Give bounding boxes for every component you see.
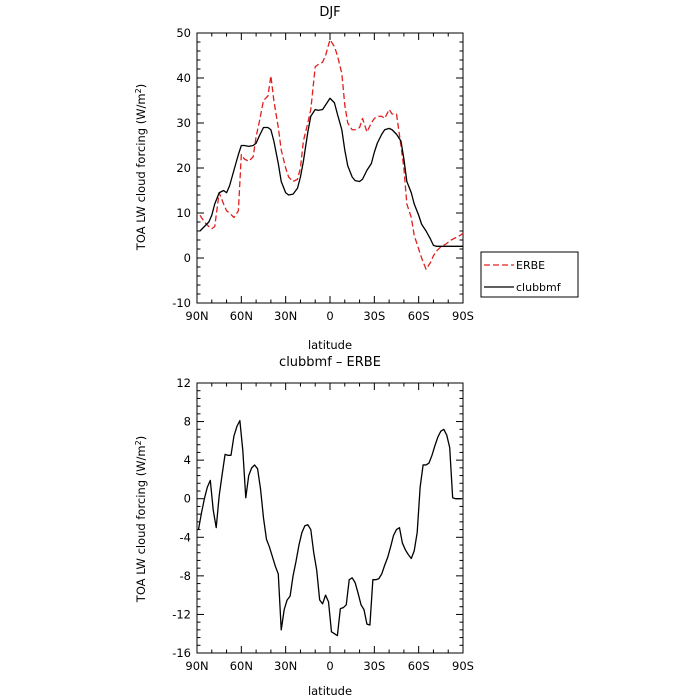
x-tick-label: 90N [185, 309, 208, 323]
x-tick-label: 30N [274, 659, 297, 673]
x-tick-label: 90N [185, 659, 208, 673]
bottom-panel-title: clubbmf – ERBE [279, 355, 381, 370]
y-tick-label: 40 [176, 71, 191, 85]
y-tick-label: 50 [176, 26, 191, 40]
y-tick-label: 12 [176, 376, 191, 390]
top-panel-title: DJF [319, 5, 340, 20]
top-panel-plot-area [196, 32, 464, 304]
y-tick-label: -10 [172, 296, 191, 310]
top-panel-y-axis-label: TOA LW cloud forcing (W/m2) [134, 84, 148, 251]
top-panel-legend: ERBE clubbmf [480, 251, 579, 298]
x-tick-label: 90S [452, 309, 474, 323]
top-panel: DJF 90N 60N 30N 0 30S 60S 90S -10 0 10 20 30 40 50 la… [134, 5, 579, 352]
x-tick-label: 60N [230, 659, 253, 673]
x-tick-label: 0 [326, 659, 333, 673]
x-tick-label: 30S [363, 659, 385, 673]
y-tick-label: 8 [184, 415, 191, 429]
y-tick-label: 0 [184, 251, 191, 265]
x-tick-label: 60S [408, 659, 430, 673]
x-tick-label: 60N [230, 309, 253, 323]
top-panel-x-axis-label: latitude [308, 338, 352, 352]
y-tick-label: -16 [172, 646, 191, 660]
difference-series-line [197, 419, 462, 637]
clubbmf-series-line [199, 97, 463, 247]
erbe-series-line [199, 39, 464, 270]
legend-clubbmf-label: clubbmf [516, 281, 562, 294]
y-tick-label: -8 [180, 569, 191, 583]
y-tick-label: 0 [184, 492, 191, 506]
bottom-panel-x-axis-label: latitude [308, 684, 352, 698]
x-tick-label: 90S [452, 659, 474, 673]
legend-box [480, 251, 579, 298]
bottom-panel: clubbmf – ERBE 90N 60N 30N 0 30S 60S 90S -16 -12… [134, 355, 474, 698]
x-tick-label: 30S [363, 309, 385, 323]
x-tick-label: 30N [274, 309, 297, 323]
y-tick-label: 4 [184, 453, 191, 467]
x-tick-label: 60S [408, 309, 430, 323]
y-tick-label: -4 [180, 530, 191, 544]
y-tick-label: -12 [172, 607, 191, 621]
y-tick-label: 10 [176, 206, 191, 220]
x-tick-label: 0 [326, 309, 333, 323]
y-tick-label: 20 [176, 161, 191, 175]
y-tick-label: 30 [176, 116, 191, 130]
bottom-panel-y-axis-label: TOA LW cloud forcing (W/m2) [134, 436, 148, 603]
legend-erbe-label: ERBE [516, 259, 545, 272]
